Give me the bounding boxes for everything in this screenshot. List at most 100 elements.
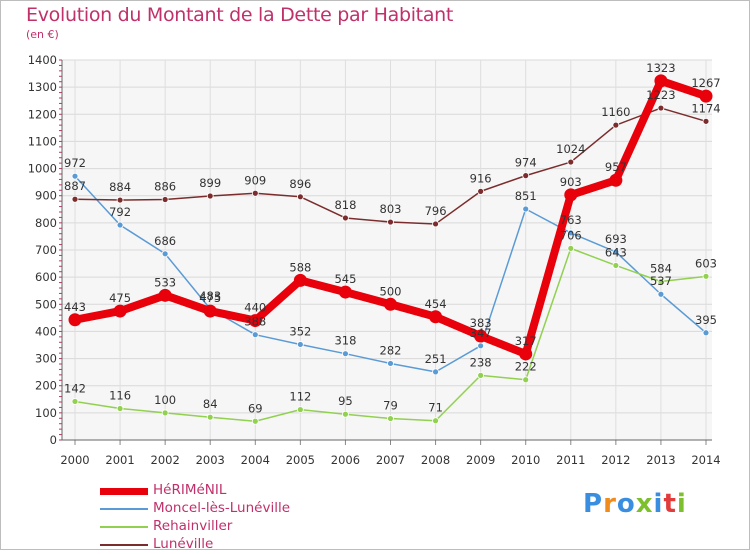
data-label: 909 [244, 173, 266, 187]
data-point [519, 347, 533, 361]
data-label: 972 [64, 156, 86, 170]
data-label: 282 [380, 343, 402, 357]
data-label: 886 [154, 180, 176, 194]
data-point [342, 350, 349, 358]
data-point [113, 304, 127, 318]
data-point [702, 117, 710, 125]
y-tick-label: 1100 [28, 134, 57, 148]
x-tick-label: 2007 [376, 453, 405, 467]
data-label: 957 [605, 160, 627, 174]
data-point [203, 304, 217, 318]
data-label: 347 [470, 326, 492, 340]
legend-swatch-luneville [100, 544, 148, 546]
data-label: 896 [289, 177, 311, 191]
data-label: 475 [109, 291, 131, 305]
brand-letter: P [583, 489, 604, 519]
data-label: 706 [560, 228, 582, 242]
data-label: 916 [470, 171, 492, 185]
x-tick-label: 2003 [196, 453, 225, 467]
y-tick-label: 300 [35, 352, 57, 366]
data-label: 440 [244, 301, 266, 315]
legend-swatch-herimenil [100, 488, 148, 495]
data-point [567, 158, 575, 166]
data-point [612, 121, 620, 129]
data-label: 500 [380, 284, 402, 298]
data-point [477, 371, 485, 379]
brand-letter: t [663, 489, 677, 519]
data-point [296, 341, 304, 348]
data-point [387, 360, 394, 367]
data-label: 383 [470, 316, 492, 330]
x-tick-label: 2010 [511, 453, 540, 467]
data-point [657, 278, 665, 285]
legend-label-luneville: Lunéville [153, 536, 214, 552]
data-point [612, 248, 620, 256]
data-point [384, 297, 397, 311]
data-label: 533 [154, 275, 176, 289]
data-point [657, 290, 665, 298]
data-point [251, 417, 259, 425]
data-label: 483 [199, 289, 221, 303]
data-point [296, 406, 304, 414]
data-point [116, 196, 124, 204]
data-label: 318 [334, 334, 356, 348]
data-point [387, 415, 394, 422]
data-label: 1160 [601, 105, 630, 119]
data-label: 100 [154, 393, 176, 407]
y-tick-label: 800 [35, 216, 57, 230]
data-point [657, 104, 665, 112]
x-tick-label: 2006 [331, 453, 360, 467]
y-tick-label: 0 [50, 433, 57, 447]
data-label: 352 [289, 324, 311, 338]
legend-label-rehainviller: Rehainviller [153, 518, 233, 534]
data-point [654, 74, 668, 88]
data-label: 887 [64, 179, 86, 193]
x-tick-label: 2001 [105, 453, 134, 467]
legend-swatch-moncel [100, 508, 148, 510]
data-point [474, 329, 488, 343]
x-tick-label: 2005 [286, 453, 315, 467]
brand-letter: r [603, 489, 617, 519]
data-point [477, 187, 485, 195]
data-label: 1024 [556, 142, 585, 156]
data-label: 84 [203, 397, 218, 411]
data-label: 71 [428, 401, 443, 415]
data-point [71, 172, 79, 180]
brand-letter: x [635, 489, 654, 519]
data-point [702, 329, 710, 337]
data-label: 238 [470, 355, 492, 369]
data-label: 903 [560, 175, 582, 189]
data-point [161, 196, 169, 203]
data-point [71, 398, 79, 405]
data-label: 851 [515, 189, 537, 203]
legend-swatch-rehainviller [100, 526, 148, 528]
data-label: 79 [383, 399, 398, 413]
data-label: 1267 [691, 76, 720, 90]
data-label: 584 [650, 261, 672, 275]
data-point [429, 310, 443, 324]
x-tick-label: 2000 [60, 453, 89, 467]
data-label: 112 [289, 390, 311, 404]
data-label: 395 [695, 313, 717, 327]
data-label: 763 [560, 213, 582, 227]
data-point [161, 409, 169, 417]
data-label: 1223 [646, 88, 675, 102]
y-tick-label: 100 [35, 406, 57, 420]
data-label: 388 [244, 315, 266, 329]
brand-letter: i [653, 489, 664, 519]
data-point [612, 262, 620, 269]
data-label: 603 [695, 256, 717, 270]
data-point [699, 89, 713, 103]
x-tick-label: 2002 [151, 453, 180, 467]
brand-logo: Proxiti [583, 489, 687, 519]
data-point [567, 244, 575, 252]
data-label: 317 [515, 334, 537, 348]
data-label: 899 [199, 176, 221, 190]
data-point [522, 172, 530, 180]
y-tick-label: 600 [35, 270, 57, 284]
data-point [522, 376, 530, 384]
data-point [161, 250, 169, 258]
x-tick-label: 2013 [646, 453, 675, 467]
data-label: 454 [425, 297, 447, 311]
